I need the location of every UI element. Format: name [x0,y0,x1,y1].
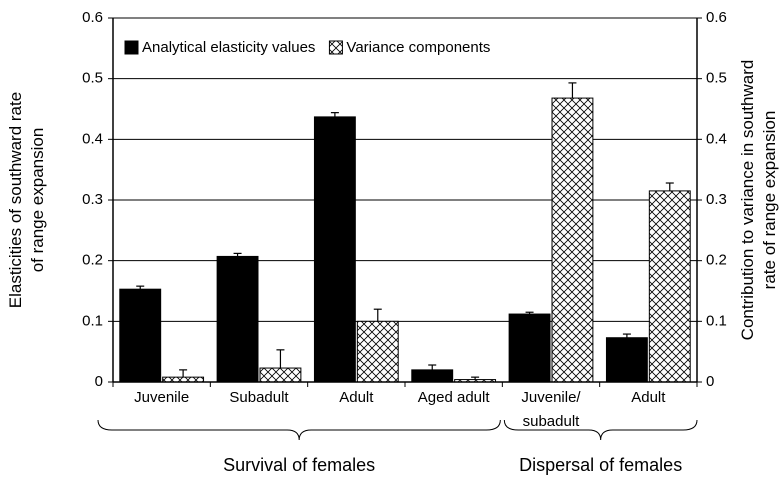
y2-tick-label: 0.3 [706,191,727,208]
bar [259,367,302,383]
legend-label: Variance components [346,39,490,56]
y2-tick-label: 0.4 [706,130,727,147]
legend-label: Analytical elasticity values [142,39,315,56]
bar [313,116,356,383]
y-tick-label: 0.3 [82,191,103,208]
x-tick-label-box: Adult [339,389,374,406]
y-axis-label: Elasticities of southward rate of range e… [6,92,47,308]
y2-tick-label: 0.2 [706,252,727,269]
y-tick-label: 0.4 [82,130,103,147]
y-tick-label: 0.1 [82,312,103,329]
bar [411,369,454,383]
x-tick-label-box: Subadult [229,389,289,406]
y2-tick-label: 0 [706,373,714,390]
bar [551,97,594,383]
x-tick-label: Subadult [229,389,289,406]
group-brace [97,419,501,441]
x-tick-label: Juvenile/ subadult [521,389,581,430]
group-label: Survival of females [223,455,375,475]
y-axis-label-line: of range expansion [28,128,47,273]
x-tick-label-box: Aged adult [417,389,490,406]
legend-swatch [328,40,343,55]
bar [508,313,551,383]
x-tick-label-box: Juvenile/ subadult [521,389,581,430]
legend-swatch [124,40,139,55]
y-tick-label: 0 [95,373,103,390]
bar [119,288,162,383]
y2-tick-label: 0.5 [706,70,727,87]
y-tick-label: 0.5 [82,70,103,87]
y2-axis-label-line: Contribution to variance in southward [738,60,757,341]
bar [605,337,648,383]
y2-axis-label: Contribution to variance in southward rat… [738,60,779,341]
x-tick-label: Aged adult [417,389,490,406]
bar [216,255,259,383]
bar [356,320,399,383]
y-tick-label: 0.2 [82,252,103,269]
y-axis-label-line: Elasticities of southward rate [6,92,25,308]
y2-axis-label-line: rate of range expansion [760,111,779,290]
group-label: Dispersal of females [519,455,682,475]
x-tick-label: Adult [631,389,666,406]
y2-tick-label: 0.1 [706,312,727,329]
x-tick-label: Juvenile [134,389,190,406]
y-tick-label: 0.6 [82,9,103,26]
x-tick-label-box: Adult [631,389,666,406]
x-tick-label-box: Juvenile [134,389,190,406]
y2-tick-label: 0.6 [706,9,727,26]
group-brace [503,419,698,441]
bar [648,190,691,383]
x-tick-label: Adult [339,389,374,406]
